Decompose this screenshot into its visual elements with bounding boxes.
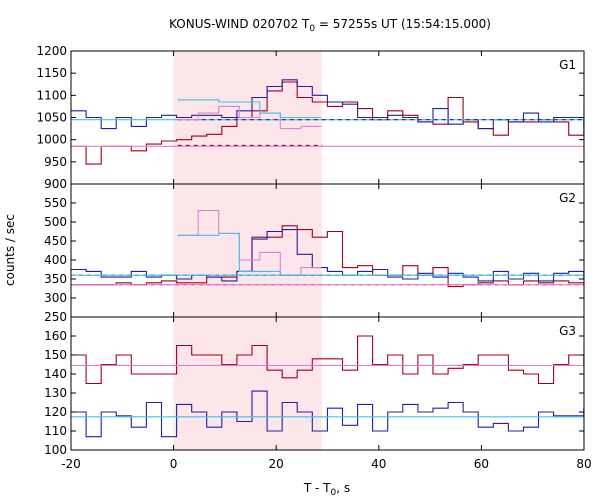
series-step-blue: [71, 229, 584, 282]
y-tick-label: 130: [44, 386, 67, 400]
y-tick-label: 1200: [36, 44, 67, 58]
y-tick-label: 300: [44, 291, 67, 305]
y-tick-label: 350: [44, 272, 67, 286]
x-axis-label: T - T0, s: [303, 481, 350, 498]
panel-g3: 100 110 120 130 140 150 160 G3: [44, 316, 585, 457]
series-step-blue: [71, 390, 584, 441]
panel-label: G2: [559, 191, 576, 205]
panel-frame: [70, 183, 585, 318]
y-tick-label: 1150: [36, 66, 67, 80]
y-tick-label: 550: [44, 196, 67, 210]
y-tick-label: 140: [44, 367, 67, 381]
y-tick-label: 250: [44, 310, 67, 324]
y-tick-label: 450: [44, 234, 67, 248]
xlabel-rest: , s: [336, 481, 350, 495]
title-subscript: 0: [309, 24, 315, 34]
series-group: [71, 79, 584, 165]
x-tick-label: 80: [576, 457, 591, 471]
highlight-interval: [173, 184, 322, 317]
panel-g2: 250 300 350 400 450 500 550 G2: [44, 183, 585, 324]
highlight-interval: [173, 317, 322, 450]
y-tick-label: 110: [44, 424, 67, 438]
panel-label: G1: [559, 58, 576, 72]
panels-group: 90095010001050110011501200G1250300350400…: [36, 44, 591, 471]
panel-g1: 900 950 1000 1050 1100 1150 1200 G1: [36, 44, 585, 191]
x-tick-label: 60: [474, 457, 489, 471]
chart-title: KONUS-WIND 020702 T0 = 57255s UT (15:54:…: [169, 17, 491, 34]
y-tick-label: 1050: [36, 111, 67, 125]
title-rest: = 57255s UT (15:54:15.000): [315, 17, 491, 31]
title-main: KONUS-WIND 020702 T: [169, 17, 310, 31]
panel-label: G3: [559, 324, 576, 338]
series-step-pink: [177, 105, 322, 130]
y-tick-label: 160: [44, 329, 67, 343]
series-group: [71, 335, 584, 441]
y-tick-label: 150: [44, 348, 67, 362]
x-tick-label: 0: [170, 457, 178, 471]
y-tick-label: 950: [44, 155, 67, 169]
series-step-red: [71, 81, 584, 165]
y-tick-label: 120: [44, 405, 67, 419]
y-tick-label: 1000: [36, 133, 67, 147]
y-tick-label: 500: [44, 215, 67, 229]
series-step-cyan: [177, 99, 322, 119]
x-tick-label: 40: [371, 457, 386, 471]
xlabel-main: T - T: [303, 481, 331, 495]
series-step-red: [71, 335, 584, 393]
series-group: [71, 210, 584, 288]
y-tick-label: 1100: [36, 88, 67, 102]
y-axis-label: counts / sec: [3, 214, 17, 286]
xlabel-subscript: 0: [331, 488, 337, 498]
series-step-blue: [71, 79, 584, 130]
panel-frame: [70, 316, 585, 451]
y-tick-label: 400: [44, 253, 67, 267]
y-tick-label: 100: [44, 443, 67, 457]
y-tick-label: 900: [44, 177, 67, 191]
x-tick-label: 20: [269, 457, 284, 471]
x-tick-label: -20: [61, 457, 81, 471]
